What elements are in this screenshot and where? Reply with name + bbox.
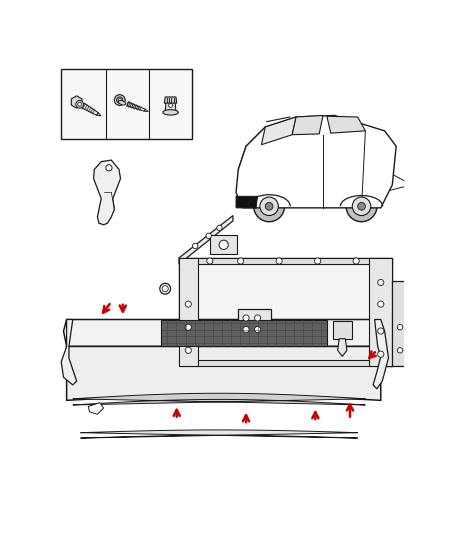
Polygon shape bbox=[73, 393, 365, 405]
Circle shape bbox=[76, 100, 84, 108]
Circle shape bbox=[260, 197, 279, 216]
Circle shape bbox=[185, 347, 191, 353]
Circle shape bbox=[207, 258, 213, 264]
Circle shape bbox=[352, 197, 371, 216]
Circle shape bbox=[378, 328, 384, 334]
Circle shape bbox=[217, 225, 222, 231]
Circle shape bbox=[185, 324, 191, 330]
Polygon shape bbox=[81, 430, 358, 438]
Circle shape bbox=[276, 258, 282, 264]
Polygon shape bbox=[369, 258, 392, 366]
Polygon shape bbox=[327, 116, 365, 133]
Circle shape bbox=[118, 99, 122, 101]
Polygon shape bbox=[179, 360, 392, 366]
Circle shape bbox=[378, 301, 384, 307]
Polygon shape bbox=[164, 97, 177, 103]
Circle shape bbox=[243, 326, 249, 332]
Circle shape bbox=[346, 191, 377, 222]
Polygon shape bbox=[373, 319, 388, 389]
Circle shape bbox=[378, 280, 384, 286]
Circle shape bbox=[117, 97, 123, 103]
Circle shape bbox=[358, 202, 365, 210]
Polygon shape bbox=[179, 258, 198, 366]
Polygon shape bbox=[333, 321, 351, 339]
Polygon shape bbox=[210, 235, 237, 254]
Polygon shape bbox=[63, 319, 385, 347]
Polygon shape bbox=[71, 96, 82, 108]
Polygon shape bbox=[236, 116, 396, 208]
Polygon shape bbox=[61, 69, 192, 138]
Circle shape bbox=[243, 315, 249, 321]
Polygon shape bbox=[238, 310, 271, 337]
Polygon shape bbox=[161, 319, 327, 347]
Ellipse shape bbox=[118, 100, 126, 105]
Circle shape bbox=[169, 104, 172, 107]
Circle shape bbox=[219, 240, 228, 250]
Circle shape bbox=[193, 243, 198, 249]
Polygon shape bbox=[94, 160, 121, 225]
Polygon shape bbox=[179, 258, 392, 366]
Polygon shape bbox=[392, 281, 408, 366]
Circle shape bbox=[206, 233, 211, 239]
Polygon shape bbox=[236, 196, 257, 208]
Circle shape bbox=[265, 202, 273, 210]
Circle shape bbox=[106, 165, 112, 171]
Circle shape bbox=[254, 191, 284, 222]
Circle shape bbox=[315, 258, 321, 264]
Polygon shape bbox=[261, 117, 296, 145]
Circle shape bbox=[397, 348, 403, 353]
Circle shape bbox=[238, 258, 244, 264]
Circle shape bbox=[378, 351, 384, 357]
Circle shape bbox=[255, 326, 261, 332]
Circle shape bbox=[162, 286, 168, 292]
Ellipse shape bbox=[163, 110, 178, 115]
Circle shape bbox=[397, 324, 403, 330]
Polygon shape bbox=[179, 258, 392, 264]
Polygon shape bbox=[179, 216, 233, 264]
Polygon shape bbox=[81, 103, 98, 115]
Circle shape bbox=[160, 283, 171, 294]
Polygon shape bbox=[165, 102, 176, 112]
Circle shape bbox=[255, 315, 261, 321]
Circle shape bbox=[114, 95, 125, 105]
Polygon shape bbox=[88, 403, 104, 414]
Polygon shape bbox=[338, 339, 347, 356]
Polygon shape bbox=[144, 109, 149, 112]
Polygon shape bbox=[67, 347, 381, 401]
Polygon shape bbox=[97, 113, 101, 116]
Circle shape bbox=[185, 301, 191, 307]
Polygon shape bbox=[292, 116, 323, 135]
Polygon shape bbox=[61, 319, 76, 385]
Circle shape bbox=[353, 258, 359, 264]
Circle shape bbox=[78, 102, 81, 106]
Polygon shape bbox=[127, 102, 145, 111]
